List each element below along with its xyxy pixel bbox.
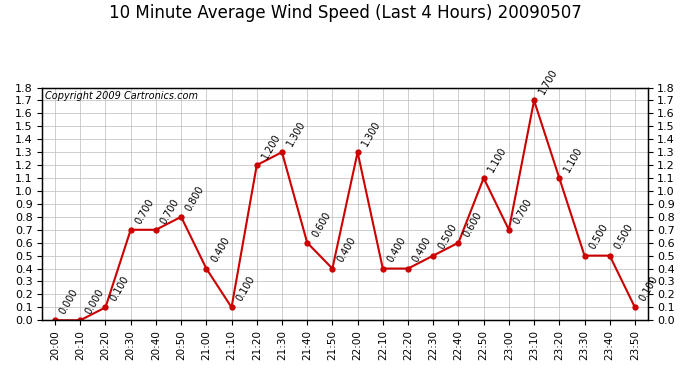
Text: Copyright 2009 Cartronics.com: Copyright 2009 Cartronics.com — [46, 91, 199, 101]
Text: 1.300: 1.300 — [285, 119, 307, 148]
Text: 0.100: 0.100 — [108, 274, 130, 303]
Text: 0.500: 0.500 — [613, 222, 635, 252]
Text: 0.600: 0.600 — [461, 210, 484, 238]
Text: 1.100: 1.100 — [486, 145, 509, 174]
Text: 0.100: 0.100 — [235, 274, 257, 303]
Text: 0.500: 0.500 — [587, 222, 610, 252]
Text: 0.400: 0.400 — [386, 236, 408, 264]
Text: 10 Minute Average Wind Speed (Last 4 Hours) 20090507: 10 Minute Average Wind Speed (Last 4 Hou… — [108, 4, 582, 22]
Text: 0.400: 0.400 — [335, 236, 357, 264]
Text: 0.700: 0.700 — [133, 196, 156, 226]
Text: 0.000: 0.000 — [83, 287, 106, 316]
Text: 0.400: 0.400 — [411, 236, 433, 264]
Text: 0.600: 0.600 — [310, 210, 333, 238]
Text: 0.700: 0.700 — [512, 196, 534, 226]
Text: 1.200: 1.200 — [259, 132, 282, 161]
Text: 0.500: 0.500 — [436, 222, 458, 252]
Text: 1.300: 1.300 — [360, 119, 383, 148]
Text: 0.800: 0.800 — [184, 184, 206, 213]
Text: 0.100: 0.100 — [638, 274, 660, 303]
Text: 1.100: 1.100 — [562, 145, 584, 174]
Text: 0.700: 0.700 — [159, 196, 181, 226]
Text: 1.700: 1.700 — [537, 68, 560, 96]
Text: 0.000: 0.000 — [58, 287, 80, 316]
Text: 0.400: 0.400 — [209, 236, 232, 264]
